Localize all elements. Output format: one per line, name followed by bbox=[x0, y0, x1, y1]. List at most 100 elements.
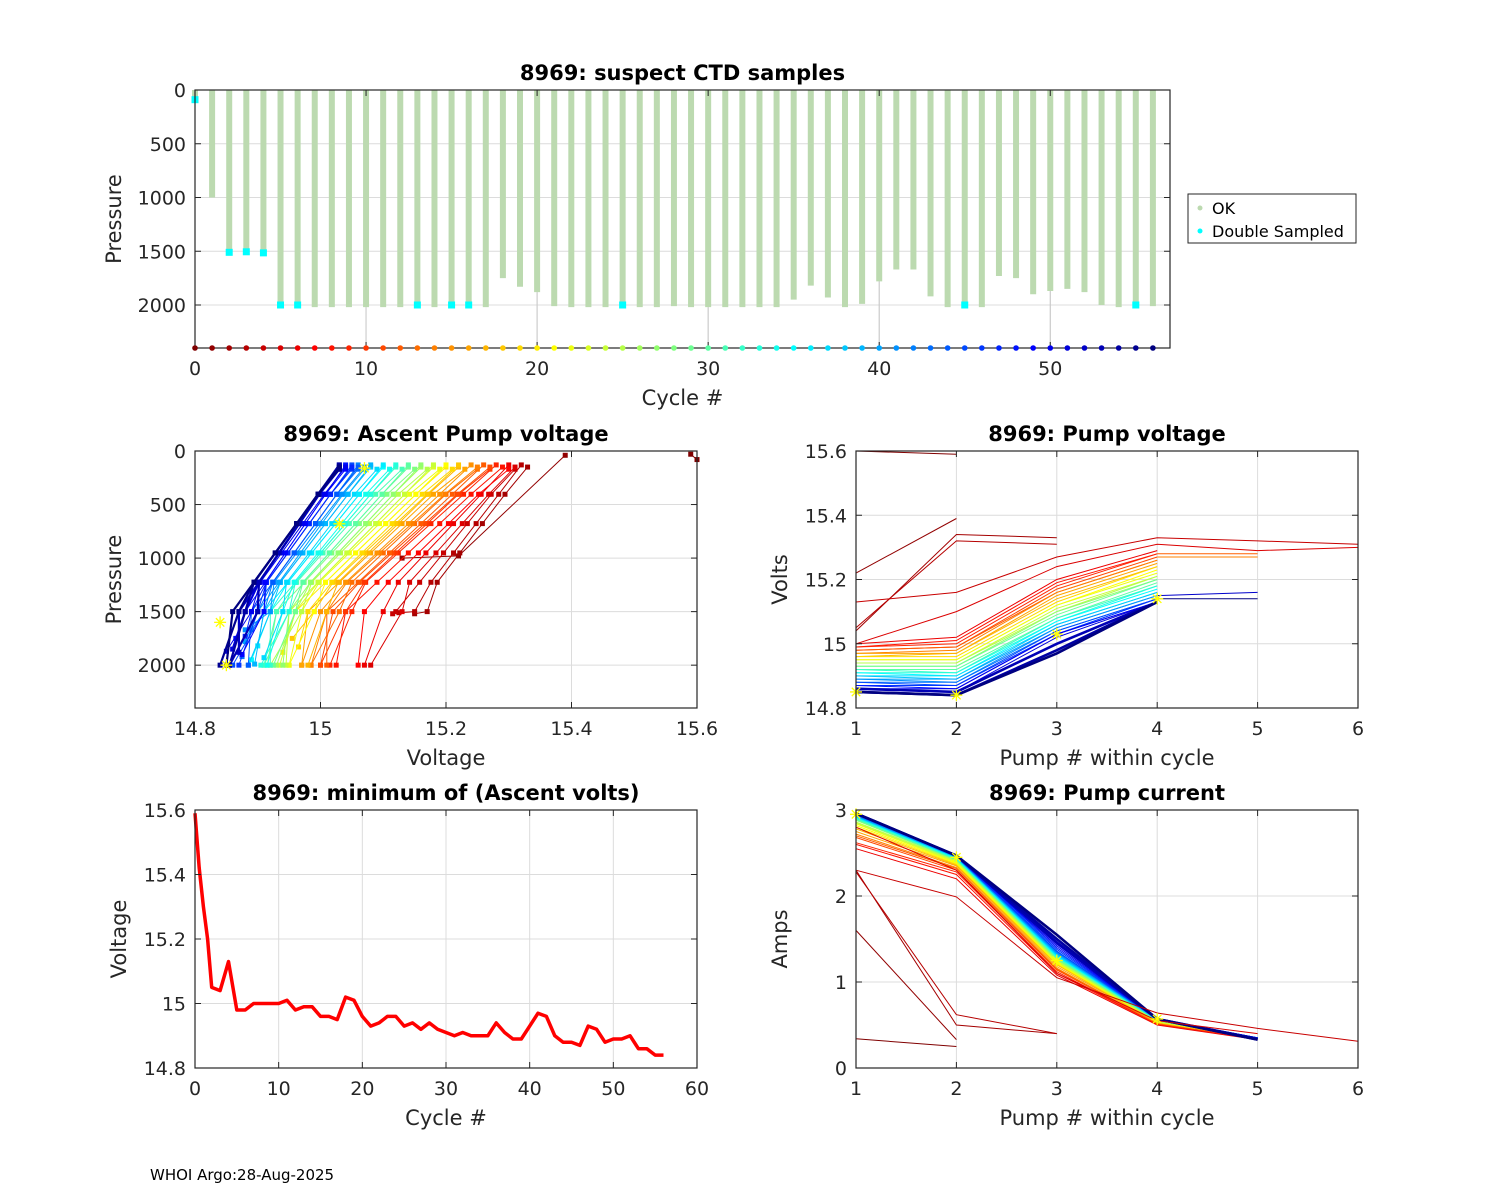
ascent-cycle-point bbox=[478, 491, 484, 497]
ascent-cycle-point bbox=[306, 550, 312, 556]
ascent-cycle-point bbox=[333, 662, 339, 668]
ascent-cycle-point bbox=[349, 579, 355, 585]
ascent-cycle-point bbox=[353, 521, 359, 527]
cycle-color-dot bbox=[346, 345, 352, 351]
ascent-cycle-point bbox=[407, 491, 413, 497]
ascent-cycle-point bbox=[344, 550, 350, 556]
cycle-color-dot bbox=[397, 345, 404, 351]
ascent-cycle-point bbox=[361, 609, 367, 615]
ascent-cycle-point bbox=[267, 662, 273, 668]
ascent-cycle-point bbox=[264, 662, 270, 668]
y-tick-label: 15.4 bbox=[144, 865, 186, 887]
pump-cycle-line bbox=[855, 553, 1158, 648]
legend: OK Double Sampled bbox=[1187, 193, 1357, 244]
legend-ok-label: OK bbox=[1212, 199, 1236, 218]
ascent-cycle-point bbox=[251, 579, 257, 585]
ascent-cycle-point bbox=[245, 662, 251, 668]
ascent-cycle-point bbox=[488, 491, 494, 497]
ascent-cycle-point bbox=[282, 550, 288, 556]
ascent-cycle-point bbox=[239, 651, 245, 657]
ascent-cycle-point bbox=[296, 521, 302, 527]
ascent-cycle-point bbox=[230, 609, 236, 615]
x-tick-label: 15.4 bbox=[550, 718, 592, 740]
ascent-cycle-point bbox=[311, 609, 317, 615]
cycle-color-dot bbox=[859, 345, 865, 351]
ascent-cycle-point bbox=[456, 462, 462, 468]
cycle-color-dot bbox=[739, 345, 746, 351]
ascent-cycle-point bbox=[462, 466, 468, 472]
cycle-color-dot bbox=[927, 345, 934, 351]
y-tick-label: 3 bbox=[835, 800, 847, 822]
ascent-cycle-point bbox=[315, 491, 321, 497]
x-tick-label: 1 bbox=[850, 1078, 862, 1100]
ascent-cycle-point bbox=[506, 466, 512, 472]
legend-box bbox=[1187, 193, 1357, 244]
ascent-cycle-point bbox=[468, 491, 474, 497]
pump-cycle-line-early bbox=[855, 543, 1359, 645]
double-sampled-point bbox=[277, 301, 285, 309]
ascent-cycle-point bbox=[327, 662, 333, 668]
pump-cycle-line bbox=[855, 842, 1258, 1040]
axes-box bbox=[855, 809, 1359, 1069]
cycle-color-dot bbox=[1150, 345, 1156, 351]
star-stroke bbox=[359, 463, 370, 473]
ascent-cycle-point bbox=[443, 462, 449, 468]
ascent-cycle-point bbox=[280, 649, 286, 655]
ascent-cycle-point bbox=[476, 491, 482, 497]
star-stroke bbox=[215, 617, 225, 627]
cycle-color-dot bbox=[944, 345, 951, 351]
ascent-cycle-point bbox=[258, 662, 264, 668]
cycle-color-dot bbox=[329, 345, 335, 351]
ascent-cycle-point bbox=[270, 579, 276, 585]
star-stroke bbox=[951, 852, 962, 862]
star-stroke bbox=[1052, 629, 1062, 639]
ascent-cycle-point bbox=[479, 521, 485, 527]
ascent-cycle-point bbox=[417, 579, 423, 585]
cycle-color-dot bbox=[1013, 345, 1019, 351]
ascent-cycle-point bbox=[315, 550, 321, 556]
x-tick-label: 3 bbox=[1051, 1078, 1063, 1100]
cycle-color-dot bbox=[465, 345, 472, 351]
star-marker bbox=[1050, 954, 1063, 967]
ascent-cycle-point bbox=[374, 466, 380, 472]
ascent-cycle-point bbox=[437, 491, 443, 497]
x-tick-label: 50 bbox=[601, 1078, 625, 1100]
chart-title: 8969: Ascent Pump voltage bbox=[283, 422, 608, 446]
ascent-cycle-point bbox=[405, 550, 411, 556]
pump-cycle-line bbox=[856, 585, 1158, 674]
ascent-cycle-point bbox=[324, 609, 330, 615]
y-tick-label: 1500 bbox=[138, 241, 186, 263]
cycle-color-dot bbox=[551, 345, 558, 351]
ascent-cycle-point bbox=[305, 662, 311, 668]
x-tick-label: 0 bbox=[189, 1078, 201, 1100]
pump-cycle-line bbox=[855, 598, 1158, 687]
pump-cycle-line bbox=[856, 579, 1158, 667]
ascent-cycle-point bbox=[423, 550, 429, 556]
ascent-cycle-point bbox=[376, 521, 382, 527]
ascent-cycle-point bbox=[335, 550, 341, 556]
plot-marks bbox=[193, 813, 664, 1057]
cycle-color-dot bbox=[705, 345, 711, 351]
axes-frame: 0 10 20 30 40 50 60 14.8 15 15.2 15.4 15.6 8969: min… bbox=[107, 781, 709, 1130]
ascent-cycle-point bbox=[361, 662, 367, 668]
y-tick-label: 14.8 bbox=[805, 698, 847, 720]
pump-cycle-line bbox=[856, 598, 1158, 686]
x-tick-label: 5 bbox=[1252, 718, 1264, 740]
x-tick-label: 4 bbox=[1151, 718, 1163, 740]
y-tick-label: 1000 bbox=[138, 188, 186, 210]
ascent-cycle-point bbox=[437, 521, 443, 527]
cycle-color-dot bbox=[979, 345, 985, 351]
ascent-cycle-point bbox=[230, 646, 236, 652]
cycle-color-dot bbox=[431, 345, 438, 351]
ascent-cycle-point bbox=[318, 550, 323, 556]
y-axis-label: Volts bbox=[768, 554, 792, 605]
cycle-color-dot bbox=[1030, 345, 1036, 351]
y-tick-label: 14.8 bbox=[144, 1058, 186, 1080]
x-tick-label: 2 bbox=[950, 718, 962, 740]
ascent-cycle-point bbox=[428, 521, 434, 527]
ascent-cycle-point bbox=[366, 521, 372, 527]
ascent-cycle-point bbox=[368, 462, 374, 468]
star-marker bbox=[220, 659, 233, 672]
x-tick-label: 0 bbox=[189, 358, 201, 380]
ascent-cycle-point bbox=[242, 639, 248, 645]
